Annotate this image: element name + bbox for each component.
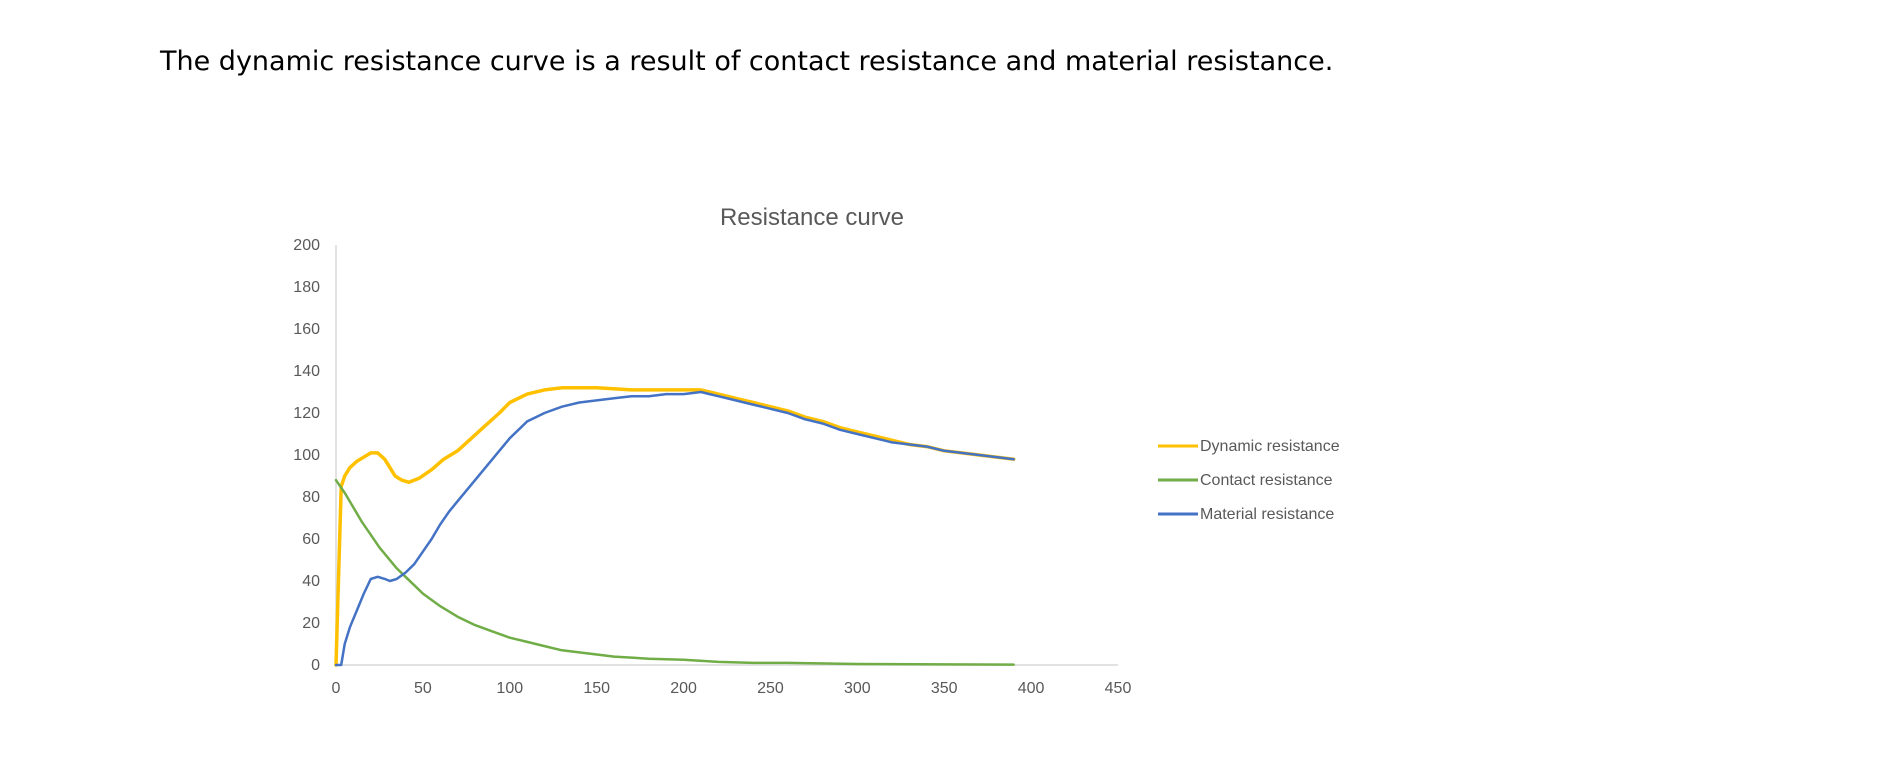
y-tick-label: 200 (293, 237, 320, 254)
y-tick-label: 160 (293, 321, 320, 338)
x-tick-label: 200 (670, 680, 697, 697)
series-line-contact-resistance (334, 478, 1015, 666)
y-tick-label: 120 (293, 405, 320, 422)
x-tick-label: 150 (583, 680, 610, 697)
x-tick-label: 100 (496, 680, 523, 697)
legend-label-dynamic-resistance: Dynamic resistance (1200, 438, 1340, 455)
x-tick-label: 450 (1105, 680, 1132, 697)
y-tick-label: 80 (302, 489, 320, 506)
y-tick-label: 20 (302, 615, 320, 632)
chart-axes: 0 20 40 60 80 100 120 140 160 180 200 0 50 100 150 200 2… (293, 237, 1131, 697)
y-tick-label: 0 (311, 657, 320, 674)
y-tick-label: 60 (302, 531, 320, 548)
y-tick-label: 40 (302, 573, 320, 590)
x-tick-label: 250 (757, 680, 784, 697)
series-line-dynamic-resistance (334, 386, 1016, 667)
x-tick-label: 0 (332, 680, 341, 697)
x-tick-label: 50 (414, 680, 432, 697)
legend-label-contact-resistance: Contact resistance (1200, 472, 1333, 489)
x-tick-label: 300 (844, 680, 871, 697)
x-tick-label: 400 (1018, 680, 1045, 697)
caption-text: The dynamic resistance curve is a result… (160, 46, 1334, 77)
chart-title: Resistance curve (720, 204, 904, 231)
y-tick-label: 180 (293, 279, 320, 296)
y-tick-label: 140 (293, 363, 320, 380)
chart-lines (334, 386, 1016, 667)
chart-legend: Dynamic resistance Contact resistance Mate… (1158, 438, 1340, 523)
legend-label-material-resistance: Material resistance (1200, 506, 1334, 523)
x-tick-label: 350 (931, 680, 958, 697)
y-tick-label: 100 (293, 447, 320, 464)
series-line-material-resistance (334, 390, 1015, 667)
